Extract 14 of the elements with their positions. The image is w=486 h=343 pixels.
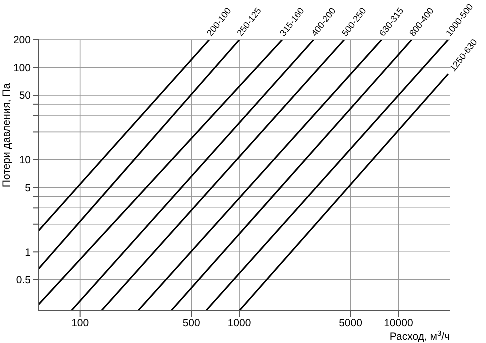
y-axis-title: Потери давления, Па <box>1 83 13 188</box>
y-tick-label: 5 <box>25 182 32 194</box>
y-tick-label: 200 <box>13 34 32 47</box>
x-tick-label: 500 <box>182 317 201 330</box>
y-tick-label: 10 <box>19 154 32 167</box>
x-tick-label: 10000 <box>384 317 414 330</box>
x-tick-label: 1000 <box>228 317 252 330</box>
x-tick-label: 100 <box>72 317 90 330</box>
y-tick-label: 1 <box>25 246 32 259</box>
y-tick-label: 100 <box>13 62 32 74</box>
x-axis-title: Расход, м$^{3}$/ч <box>390 328 450 343</box>
y-tick-label: 50 <box>19 90 32 102</box>
y-tick-label: 0.5 <box>16 274 32 287</box>
x-tick-label: 5000 <box>339 317 363 330</box>
